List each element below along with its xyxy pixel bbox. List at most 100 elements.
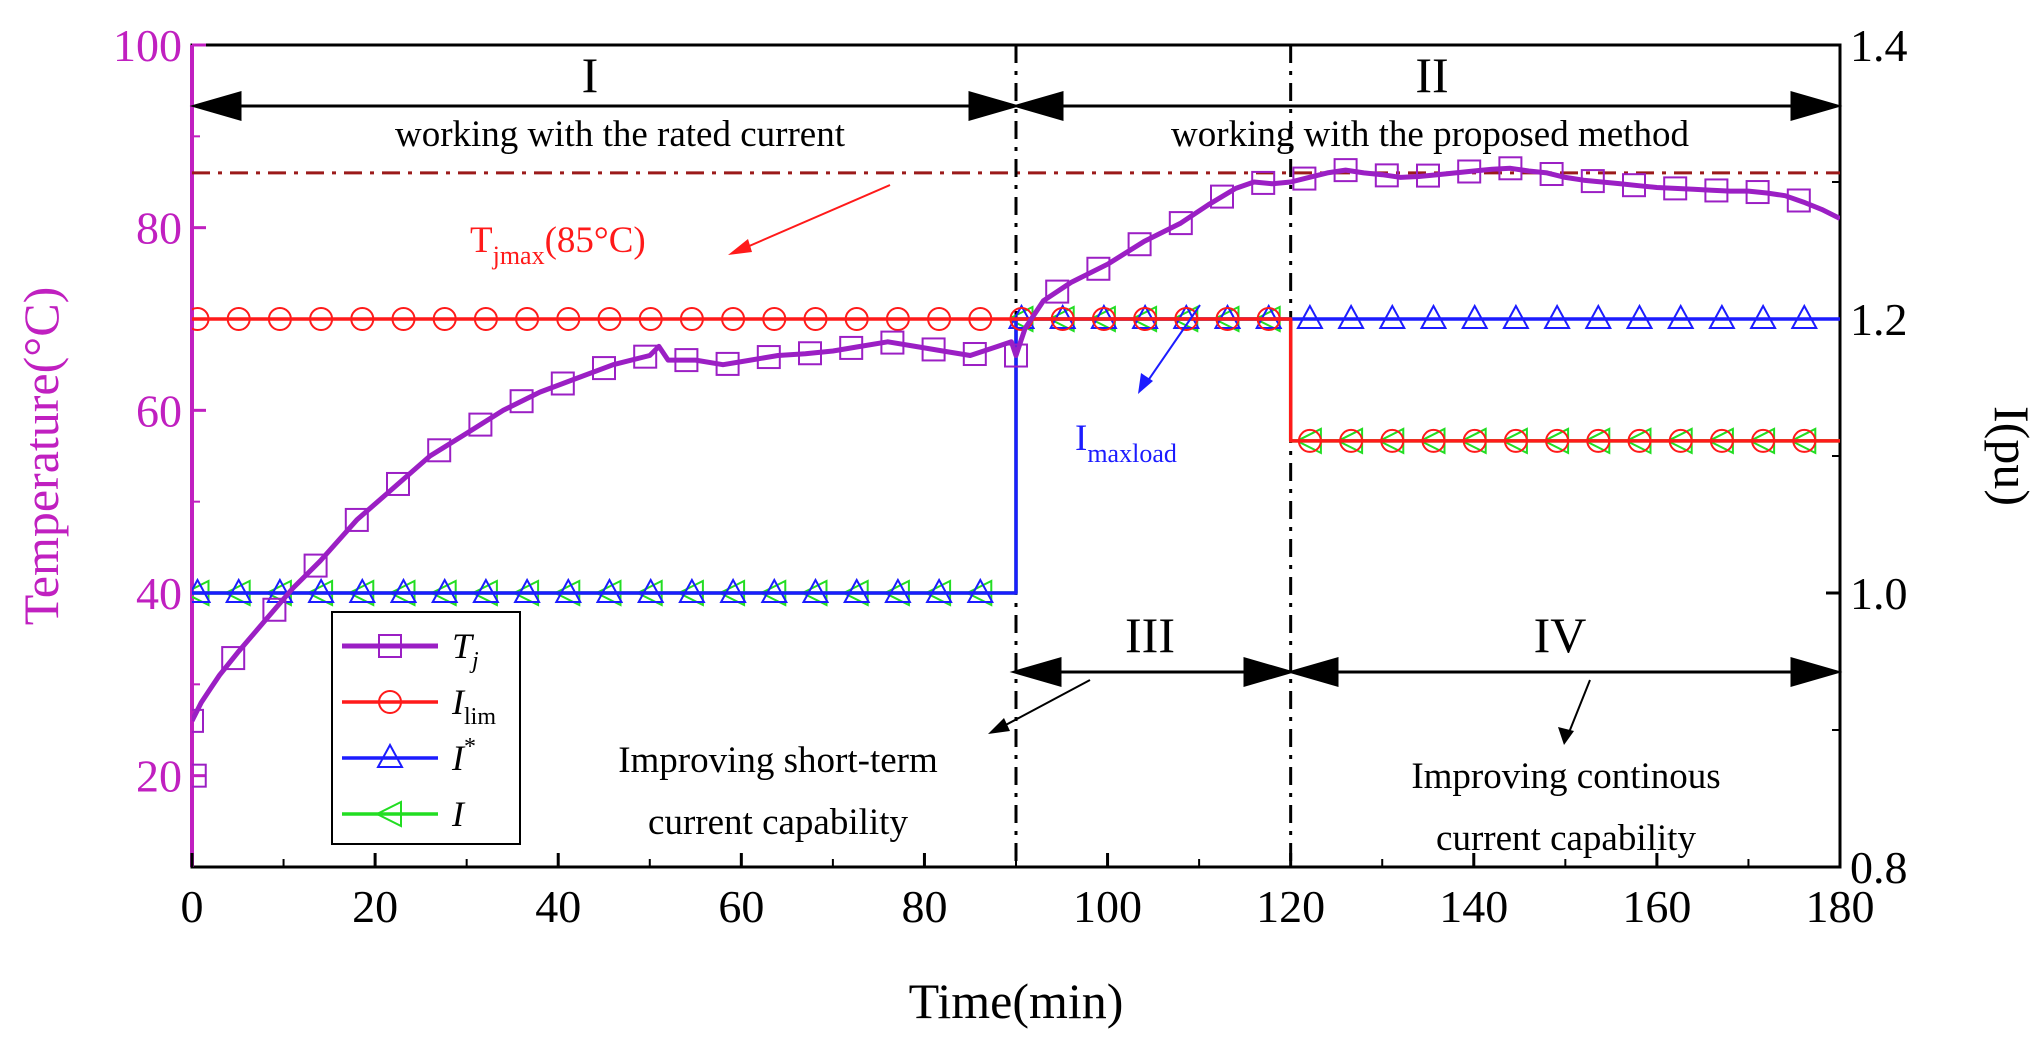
series-istar-marker — [801, 577, 830, 603]
series-tj-marker — [192, 763, 207, 788]
series-ilim-marker — [844, 307, 869, 331]
series-ilim-marker — [1586, 428, 1611, 453]
series-ilim-marker — [1545, 428, 1570, 453]
series-istar-marker — [1584, 303, 1612, 329]
short-term-pointer-line — [999, 679, 1091, 729]
series-istar-marker — [431, 577, 459, 603]
series-istar-marker — [1419, 303, 1448, 329]
series-tj-marker — [1086, 256, 1111, 281]
imaxload-label: Imaxload — [1075, 418, 1177, 468]
series-ilim-marker — [1792, 428, 1817, 453]
series-istar-marker — [1131, 303, 1159, 329]
y-left-tick-label: 20 — [136, 751, 182, 802]
arrowhead-region-2-left — [1011, 91, 1064, 121]
arrowhead-region-3-left — [1009, 657, 1062, 687]
series-tj-marker — [344, 507, 369, 532]
series-ilim-marker — [1339, 428, 1364, 453]
series-ilim-marker — [1668, 428, 1693, 453]
series-istar-marker — [472, 577, 500, 603]
region-1-label: I — [582, 47, 599, 103]
series-istar-marker — [389, 577, 418, 603]
series-tj-marker — [1745, 180, 1770, 205]
y-right-tick-label: 1.2 — [1850, 294, 1908, 345]
series-tj-marker — [921, 337, 946, 362]
series-tj-marker — [1168, 211, 1193, 236]
series-istar-marker — [225, 577, 253, 603]
y-right-tick-label: 0.8 — [1850, 842, 1908, 893]
series-ilim-marker — [350, 307, 375, 331]
series-tj-marker — [427, 438, 452, 463]
series-istar-marker — [843, 577, 871, 603]
arrowhead-region-2-right — [1790, 91, 1843, 121]
legend-label-i: I — [451, 794, 466, 834]
series-tj-marker — [1210, 184, 1234, 209]
x-tick-label: 120 — [1256, 881, 1325, 932]
series-istar-marker — [678, 577, 706, 603]
series-ilim-marker — [556, 307, 581, 331]
legend-label-istar: I* — [451, 734, 476, 778]
series-istar-marker — [1543, 303, 1571, 329]
series-tj-marker — [1374, 163, 1399, 188]
legend-box — [331, 611, 521, 845]
series-istar-marker — [1667, 303, 1695, 329]
continuous-pointer-head — [1558, 727, 1574, 745]
series-tj-marker — [1251, 170, 1276, 195]
series-tj-marker — [1416, 163, 1440, 188]
series-tj-marker — [1704, 178, 1729, 203]
series-tj-marker — [1333, 158, 1358, 183]
series-istar-marker — [760, 577, 788, 603]
series-ilim-marker — [721, 307, 746, 331]
series-istar-marker — [348, 577, 376, 603]
series-tj — [192, 156, 1840, 788]
series-ilim-marker — [927, 307, 952, 331]
x-tick-label: 20 — [352, 881, 398, 932]
series-istar-marker — [1049, 303, 1077, 329]
series-istar-marker — [884, 577, 912, 603]
region-arrows — [189, 91, 1843, 687]
series-layer — [192, 156, 1840, 788]
y-left-tick-label: 40 — [136, 568, 182, 619]
series-ilim-marker — [1751, 428, 1776, 453]
series-tj-marker — [1580, 169, 1605, 194]
series-tj-marker — [756, 345, 781, 370]
series-ilim-marker — [1133, 307, 1158, 331]
series-istar-marker — [1378, 303, 1406, 329]
series-istar-marker — [192, 577, 212, 603]
series-ilim-marker — [226, 307, 251, 331]
series-ilim-marker — [1297, 428, 1322, 453]
series-tj-marker — [468, 412, 493, 437]
series-ilim-marker — [473, 307, 498, 331]
region-2-label: II — [1415, 47, 1448, 103]
y-right-tick-label: 1.0 — [1850, 568, 1908, 619]
x-tick-label: 80 — [901, 881, 947, 932]
series-ilim-marker — [968, 307, 993, 331]
series-tj-marker — [880, 330, 905, 355]
series-ilim-marker — [803, 307, 828, 331]
x-tick-label: 0 — [181, 881, 204, 932]
legend-marker-i — [374, 800, 402, 828]
series-istar-line — [192, 317, 1840, 595]
series-ilim-marker — [638, 307, 663, 331]
series-tj-marker — [192, 708, 204, 733]
continuous-text-line1: Improving continous — [1411, 756, 1720, 797]
series-istar-marker — [513, 577, 541, 603]
region-2-description: working with the proposed method — [1171, 114, 1689, 155]
series-ilim-marker — [885, 307, 910, 331]
series-ilim-marker — [1091, 307, 1116, 331]
series-istar-marker — [1090, 303, 1118, 329]
series-ilim-marker — [1709, 428, 1734, 453]
series-istar-marker — [1255, 303, 1283, 329]
continuous-pointer-line — [1567, 679, 1591, 736]
tjmax-label: Tjmax(85°C) — [470, 220, 646, 270]
series-tj-marker — [674, 348, 699, 373]
series-tj-marker — [592, 356, 616, 381]
y-left-tick-label: 80 — [136, 203, 182, 254]
y-left-axis-ticks: 20 40 60 80 100 — [113, 20, 206, 802]
series-istar-marker — [595, 577, 624, 603]
x-tick-label: 140 — [1439, 881, 1508, 932]
series-istar-marker — [637, 577, 665, 603]
series-tj-marker — [221, 646, 246, 671]
x-axis-ticks: 0 20 40 60 80 100 120 140 160 180 — [181, 853, 1875, 932]
series-istar-marker — [1213, 303, 1242, 329]
